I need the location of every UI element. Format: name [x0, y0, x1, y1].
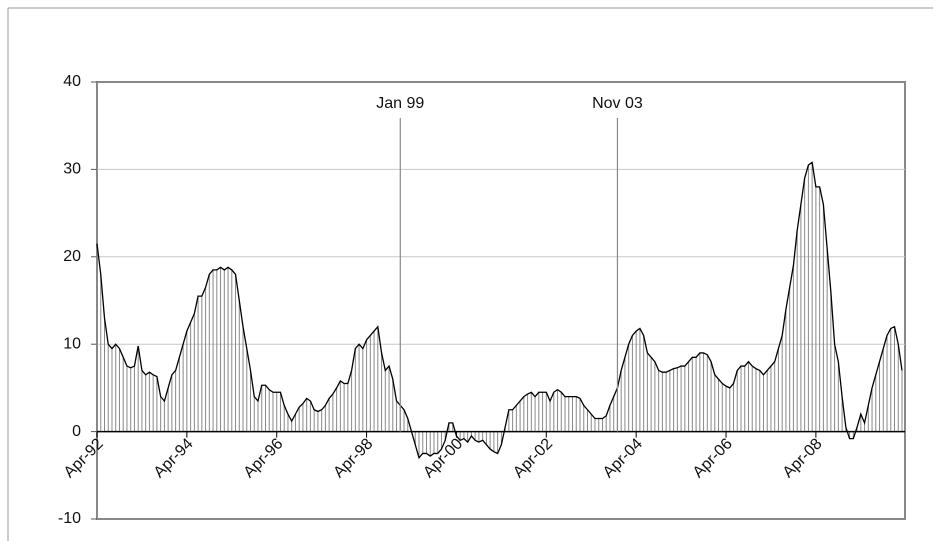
line: [96, 161, 903, 460]
y-tick-label: -10: [58, 510, 81, 527]
x-tick-label: Apr-94: [151, 435, 197, 481]
x-tick-label: Apr-06: [690, 435, 736, 481]
x-tick-label: Apr-08: [780, 435, 826, 481]
x-tick-label: Apr-98: [330, 435, 376, 481]
x-tick-label: Apr-04: [600, 435, 646, 481]
y-tick-label: 20: [63, 248, 81, 265]
y-tick-label: 30: [63, 161, 81, 178]
y-tick-label: 0: [72, 423, 81, 440]
x-tick-label: Apr-02: [510, 435, 556, 481]
x-tick-label: Apr-92: [61, 435, 107, 481]
annotation-label: Jan 99: [376, 95, 424, 112]
x-tick-label: Apr-96: [241, 435, 287, 481]
plot-area: [96, 81, 906, 520]
x-tick-label: Apr-00: [420, 435, 466, 481]
annotation-label: Nov 03: [592, 95, 643, 112]
y-tick-label: 10: [63, 335, 81, 352]
y-tick-label: 40: [63, 73, 81, 90]
